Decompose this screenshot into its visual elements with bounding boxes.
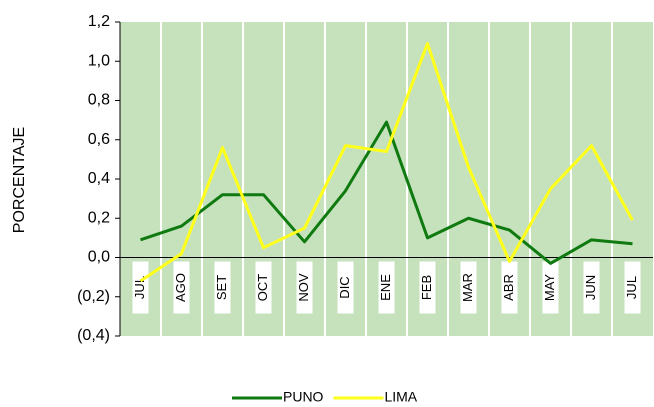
- category-label-box: [378, 261, 395, 314]
- x-tick-label: JUL: [132, 276, 147, 299]
- y-tick-label: 1,2: [88, 13, 110, 30]
- series-line: [140, 120, 633, 265]
- category-label-box: [337, 261, 354, 314]
- y-tick-label: 0,0: [88, 249, 110, 266]
- x-tick-label: MAR: [460, 273, 475, 302]
- x-tick-label: ABR: [501, 274, 516, 301]
- y-tick-label: 0,2: [88, 209, 110, 226]
- category-label-box: [296, 261, 313, 314]
- y-tick-label: 0,8: [88, 92, 110, 109]
- x-tick-label: AGO: [173, 273, 188, 302]
- x-tick-label: FEB: [419, 275, 434, 300]
- x-tick-label: JUL: [624, 276, 639, 299]
- category-label-box: [214, 261, 231, 314]
- y-tick-label: 0,4: [88, 170, 110, 187]
- y-axis-label: PORCENTAJE: [11, 127, 28, 233]
- category-label-box: [460, 261, 477, 314]
- category-label-box: [173, 261, 190, 314]
- category-label-box: [419, 261, 436, 314]
- category-label-box: [132, 261, 149, 314]
- category-label-box: [501, 261, 518, 314]
- legend-label: LIMA: [384, 389, 417, 405]
- x-tick-label: OCT: [255, 274, 270, 302]
- category-label-box: [255, 261, 272, 314]
- legend-label: PUNO: [283, 389, 324, 405]
- x-tick-label: SET: [214, 275, 229, 300]
- category-label-box: [583, 261, 600, 314]
- x-tick-label: NOV: [296, 273, 311, 302]
- series-line: [139, 42, 634, 283]
- y-tick-label: 1,0: [88, 52, 110, 69]
- x-tick-label: MAY: [542, 274, 557, 302]
- x-tick-label: ENE: [378, 274, 393, 301]
- y-tick-label: (0,4): [77, 327, 110, 344]
- category-label-box: [542, 261, 559, 314]
- x-tick-label: JUN: [583, 275, 598, 300]
- category-label-box: [624, 261, 641, 314]
- y-tick-label: (0,2): [77, 288, 110, 305]
- y-tick-label: 0,6: [88, 131, 110, 148]
- x-tick-label: DIC: [337, 276, 352, 298]
